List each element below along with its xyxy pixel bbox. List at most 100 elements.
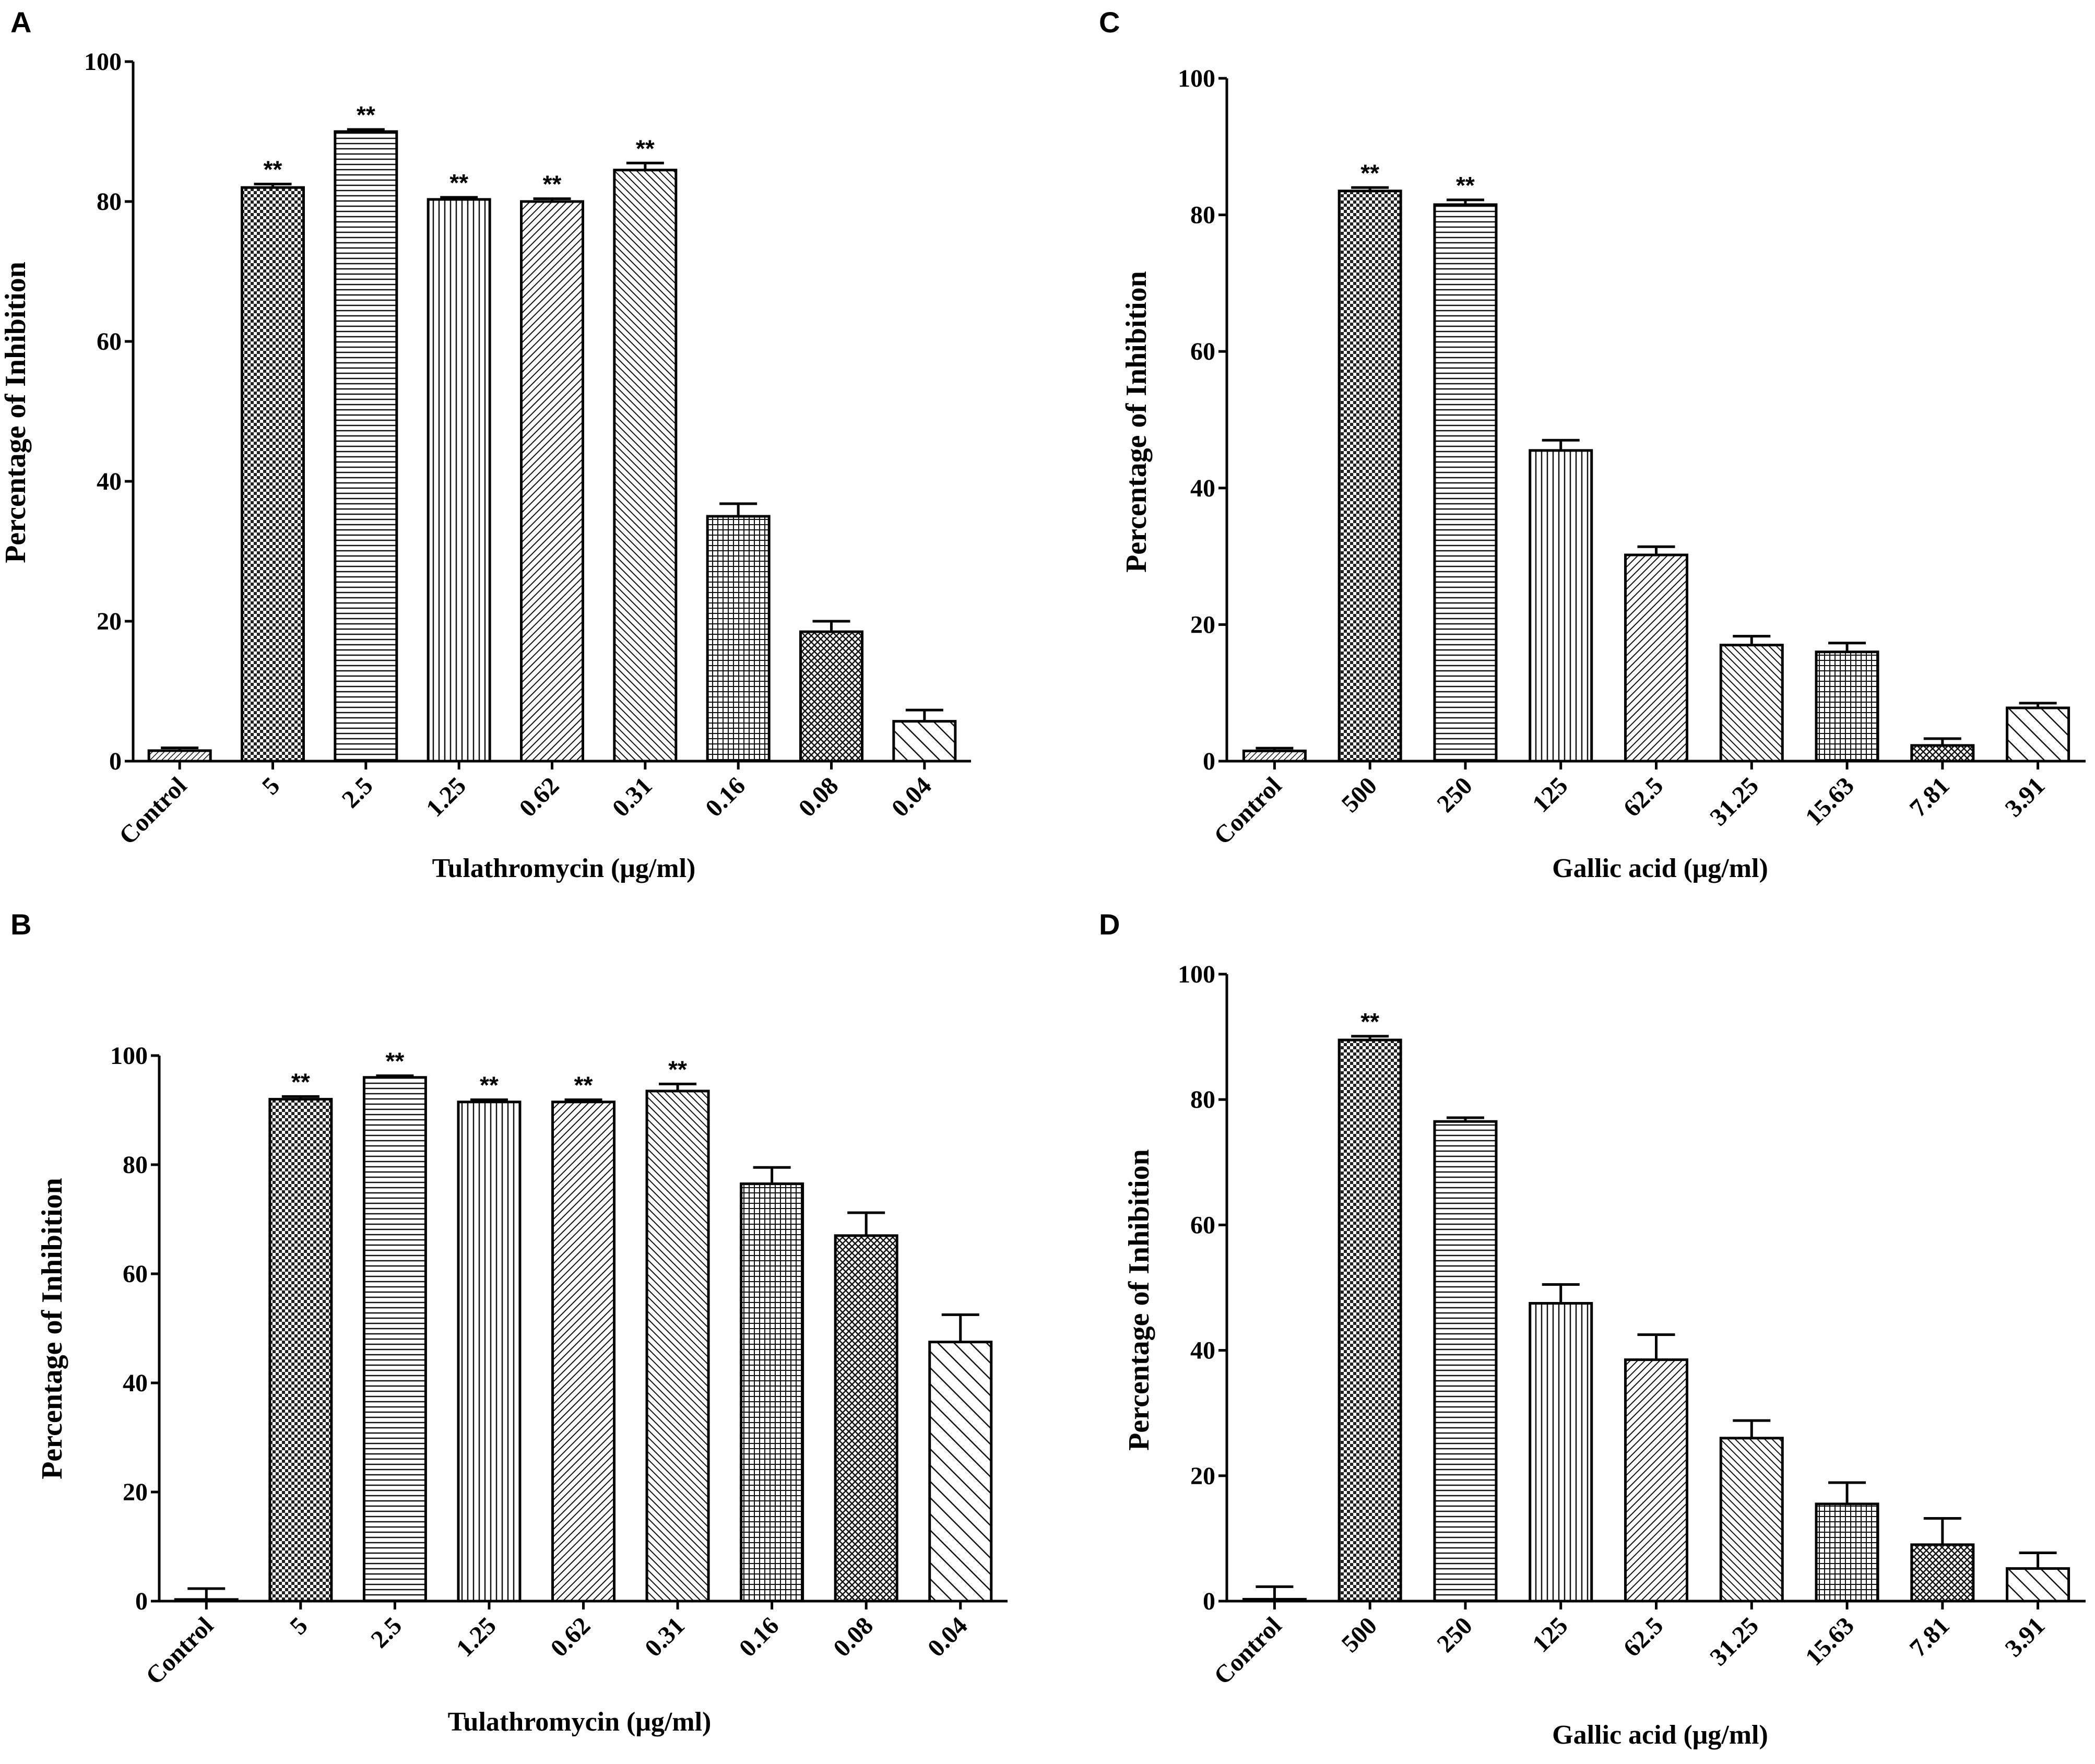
x-tick-label: Control: [114, 772, 192, 850]
y-tick-label: 0: [1203, 748, 1215, 775]
x-tick-label: 0.08: [828, 1612, 879, 1662]
bar-0-62: [551, 1100, 616, 1603]
x-tick-label: 7.81: [1904, 1612, 1955, 1662]
x-tick-label: 1.25: [451, 1612, 502, 1662]
bar-125: [1529, 1302, 1593, 1603]
x-tick-label: 0.62: [514, 772, 564, 822]
bar-5: [241, 186, 305, 763]
panel-d: D 0 20 40 60 80 100 Percentage of Inhibition Gal…: [1099, 908, 2086, 1750]
x-tick-label: 31.25: [1705, 772, 1764, 831]
significance-marker: **: [636, 135, 655, 162]
y-axis-title: Percentage of Inhibition: [0, 262, 32, 563]
x-axis-title: Gallic acid (μg/ml): [1552, 854, 1768, 883]
x-tick-label: 3.91: [2000, 1612, 2051, 1662]
x-tick-label: 2.5: [337, 772, 378, 813]
bar-0-08: [799, 630, 863, 763]
bar-500: [1338, 1038, 1402, 1603]
significance-marker: **: [668, 1056, 687, 1083]
bar-3-91: [2006, 706, 2070, 763]
x-tick-label: 0.16: [734, 1612, 785, 1662]
y-tick-label: 40: [97, 468, 122, 495]
y-tick-label: 80: [97, 188, 122, 216]
x-tick-label: 500: [1336, 1612, 1382, 1658]
y-tick-label: 20: [123, 1478, 148, 1506]
y-tick-label: 0: [135, 1588, 148, 1615]
bar-7-81: [1910, 744, 1975, 763]
x-tick-label: 15.63: [1800, 1612, 1860, 1671]
x-tick-label: 62.5: [1618, 1612, 1668, 1662]
x-tick-label: 15.63: [1800, 772, 1860, 831]
x-axis-title: Tulathromycin (μg/ml): [432, 854, 696, 883]
y-axis-title: Percentage of Inhibition: [1123, 1149, 1155, 1451]
x-axis-title: Gallic acid (μg/ml): [1552, 1720, 1768, 1750]
x-tick-label: 125: [1527, 772, 1573, 818]
panel-c: C 0 20 40 60 80 100 Percentage of Inhibition Gal…: [1099, 6, 2086, 883]
bar-control: [1242, 1597, 1307, 1603]
x-tick-label: Control: [1209, 1612, 1287, 1690]
y-tick-label: 60: [1190, 338, 1215, 365]
bar-3-91: [2006, 1567, 2070, 1603]
significance-marker: **: [543, 171, 562, 198]
panel-letter: A: [10, 6, 31, 39]
x-tick-label: Control: [140, 1612, 219, 1690]
significance-marker: **: [574, 1072, 593, 1099]
x-tick-label: 62.5: [1618, 772, 1668, 822]
bar-31-25: [1719, 644, 1784, 763]
y-tick-label: 40: [1190, 1337, 1215, 1365]
panel-letter: B: [10, 908, 31, 941]
significance-marker: **: [449, 169, 468, 196]
bar-0-16: [740, 1182, 804, 1603]
y-tick-label: 60: [123, 1260, 148, 1288]
bar-0-04: [892, 720, 957, 763]
significance-marker: **: [291, 1068, 310, 1095]
significance-marker: **: [1360, 1008, 1379, 1035]
x-tick-label: 250: [1431, 772, 1477, 818]
x-tick-label: 5: [285, 1612, 313, 1640]
panel-b: B 0 20 40 60 80 100 Percentage of Inhibition Tul…: [10, 908, 1008, 1737]
bar-62-5: [1624, 1358, 1688, 1603]
y-tick-label: 100: [84, 48, 122, 76]
y-tick-label: 20: [97, 608, 122, 635]
bar-2-5: [334, 130, 398, 763]
bar-control: [174, 1598, 239, 1603]
x-tick-label: 125: [1527, 1612, 1573, 1658]
panel-letter: C: [1099, 6, 1120, 39]
y-axis-title: Percentage of Inhibition: [36, 1178, 68, 1479]
bar-5: [268, 1098, 333, 1603]
y-tick-label: 80: [123, 1151, 148, 1179]
y-tick-label: 80: [1190, 1086, 1215, 1114]
y-tick-label: 40: [1190, 475, 1215, 502]
significance-marker: **: [264, 156, 282, 183]
y-tick-label: 100: [1178, 65, 1215, 92]
x-tick-label: 500: [1336, 772, 1382, 818]
x-tick-label: Control: [1209, 772, 1287, 850]
x-tick-label: 3.91: [2000, 772, 2051, 822]
x-tick-label: 31.25: [1705, 1612, 1764, 1671]
bar-0-04: [928, 1341, 993, 1603]
x-tick-label: 0.04: [922, 1612, 973, 1662]
y-axis-title: Percentage of Inhibition: [1120, 271, 1153, 573]
x-tick-label: 0.16: [700, 772, 751, 822]
x-tick-label: 0.04: [886, 772, 937, 822]
significance-marker: **: [480, 1072, 499, 1099]
y-tick-label: 20: [1190, 611, 1215, 638]
bar-15-63: [1815, 650, 1879, 763]
bar-control: [147, 749, 212, 763]
significance-marker: **: [1456, 172, 1475, 199]
y-tick-label: 20: [1190, 1462, 1215, 1490]
x-axis-title: Tulathromycin (μg/ml): [448, 1707, 712, 1737]
y-tick-label: 40: [123, 1369, 148, 1397]
x-tick-label: 0.62: [545, 1612, 596, 1662]
bar-7-81: [1910, 1543, 1975, 1603]
bar-0-08: [834, 1234, 898, 1603]
panels: A 0 20 40 60 80 100 Percentage of Inhibition Tul…: [0, 6, 2086, 1750]
y-tick-label: 60: [97, 328, 122, 356]
significance-marker: **: [1360, 159, 1379, 186]
y-tick-label: 80: [1190, 202, 1215, 229]
bar-1-25: [457, 1100, 522, 1603]
bar-125: [1529, 449, 1593, 763]
bar-2-5: [362, 1076, 427, 1603]
x-tick-label: 0.08: [793, 772, 844, 822]
y-tick-label: 100: [1178, 961, 1215, 988]
